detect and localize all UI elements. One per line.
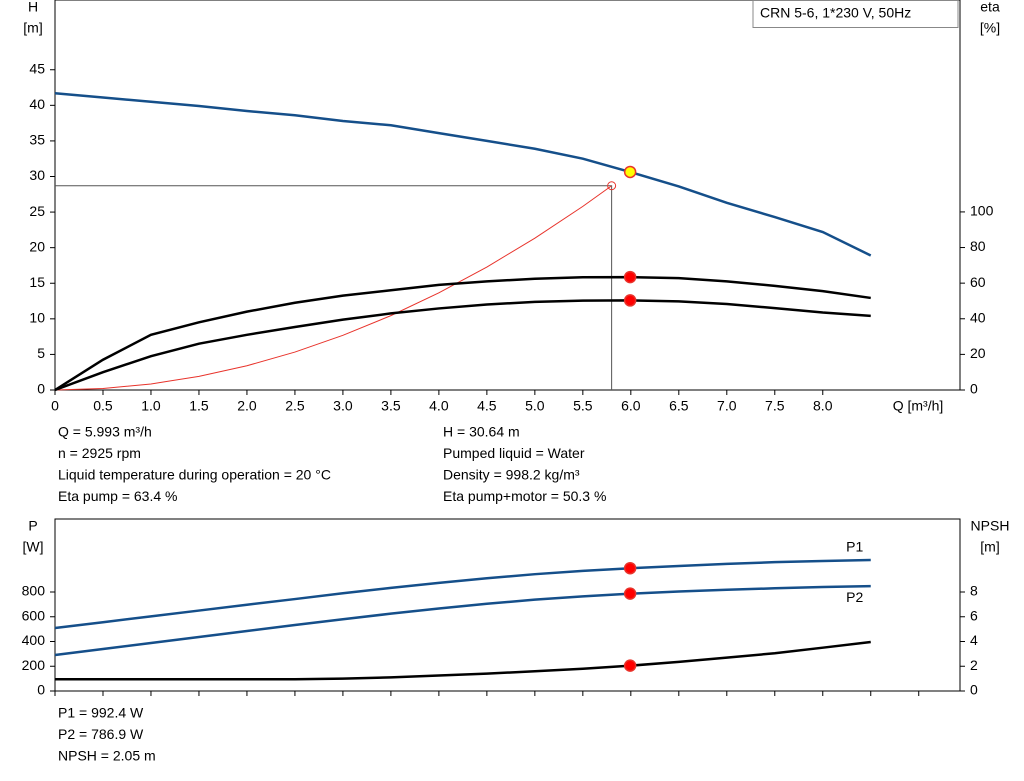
plot-frame <box>54 0 961 391</box>
info-text: Density = 998.2 kg/m³ <box>443 467 580 483</box>
y2-tick-label: 8 <box>970 583 978 599</box>
y2-tick-label: 60 <box>970 274 986 290</box>
y-tick-label: 30 <box>29 167 45 183</box>
x-tick-label: 7.0 <box>717 398 737 414</box>
x-tick-label: 7.5 <box>765 398 785 414</box>
y-tick-label: 0 <box>37 381 45 397</box>
info-text: NPSH = 2.05 m <box>58 748 156 764</box>
chart-title: CRN 5-6, 1*230 V, 50Hz <box>760 5 911 21</box>
curve <box>54 299 871 392</box>
curve <box>54 584 871 657</box>
x-tick-label: 1.5 <box>189 398 209 414</box>
system-curve <box>54 185 612 391</box>
y2-tick-label: 80 <box>970 238 986 254</box>
x-tick-label: 4.0 <box>429 398 449 414</box>
y-tick-label: 600 <box>22 607 46 623</box>
y-tick-label: 25 <box>29 203 45 219</box>
y-tick-label: 10 <box>29 310 45 326</box>
y2-tick-label: 2 <box>970 657 978 673</box>
y2-tick-label: 20 <box>970 345 986 361</box>
y2-axis-label: [m] <box>980 539 999 555</box>
y-tick-label: 20 <box>29 238 45 254</box>
duty-point <box>623 294 637 307</box>
duty-point <box>623 659 637 672</box>
y2-axis-label: NPSH <box>971 518 1010 534</box>
x-tick-label: 6.5 <box>669 398 689 414</box>
curve <box>54 558 871 630</box>
x-tick-label: 3.0 <box>333 398 353 414</box>
x-tick-label: 0.5 <box>93 398 113 414</box>
y-tick-label: 35 <box>29 132 45 148</box>
x-tick-label: 3.5 <box>381 398 401 414</box>
x-tick-label: 5.0 <box>525 398 545 414</box>
duty-point <box>623 561 637 575</box>
y2-axis-label: eta <box>980 0 1000 15</box>
info-text: H = 30.64 m <box>443 424 520 440</box>
y-axis-label: P <box>28 518 37 534</box>
y2-tick-label: 4 <box>970 632 978 648</box>
series-label: P2 <box>846 589 863 605</box>
plot-frame <box>54 518 961 692</box>
x-axis-label: Q [m³/h] <box>893 398 944 414</box>
info-text: P1 = 992.4 W <box>58 705 144 721</box>
y2-tick-label: 6 <box>970 607 978 623</box>
curve <box>54 91 872 257</box>
info-text: Eta pump = 63.4 % <box>58 488 177 504</box>
x-tick-label: 2.0 <box>237 398 257 414</box>
info-text: Eta pump+motor = 50.3 % <box>443 488 606 504</box>
x-tick-label: 1.0 <box>141 398 161 414</box>
duty-point <box>623 587 637 600</box>
y-axis-label: [W] <box>23 539 44 555</box>
y-tick-label: 200 <box>22 657 46 673</box>
series-label: P1 <box>846 539 863 555</box>
x-tick-label: 4.5 <box>477 398 497 414</box>
y2-axis-label: [%] <box>980 20 1000 36</box>
y2-tick-label: 100 <box>970 203 994 219</box>
y-tick-label: 5 <box>37 345 45 361</box>
curve <box>54 275 871 392</box>
y-tick-label: 45 <box>29 60 45 76</box>
y-axis-label: [m] <box>23 20 42 36</box>
y-tick-label: 40 <box>29 96 45 112</box>
y2-tick-label: 0 <box>970 381 978 397</box>
x-tick-label: 0 <box>51 398 59 414</box>
y-axis-label: H <box>28 0 38 15</box>
info-text: Liquid temperature during operation = 20… <box>58 467 331 483</box>
title-box <box>752 0 959 28</box>
x-tick-label: 2.5 <box>285 398 305 414</box>
x-tick-label: 5.5 <box>573 398 593 414</box>
y-tick-label: 0 <box>37 682 45 698</box>
info-text: P2 = 786.9 W <box>58 726 144 742</box>
curve <box>55 640 871 681</box>
info-text: Pumped liquid = Water <box>443 445 585 461</box>
duty-point <box>623 165 637 179</box>
y2-tick-label: 40 <box>970 309 986 325</box>
guide-point <box>607 181 617 191</box>
x-tick-label: 6.0 <box>621 398 641 414</box>
y-tick-label: 800 <box>22 583 46 599</box>
duty-point <box>623 270 637 284</box>
x-tick-label: 8.0 <box>813 398 833 414</box>
y-tick-label: 15 <box>29 274 45 290</box>
info-text: n = 2925 rpm <box>58 445 141 461</box>
info-text: Q = 5.993 m³/h <box>58 424 152 440</box>
y2-tick-label: 0 <box>970 682 978 698</box>
y-tick-label: 400 <box>22 632 46 648</box>
